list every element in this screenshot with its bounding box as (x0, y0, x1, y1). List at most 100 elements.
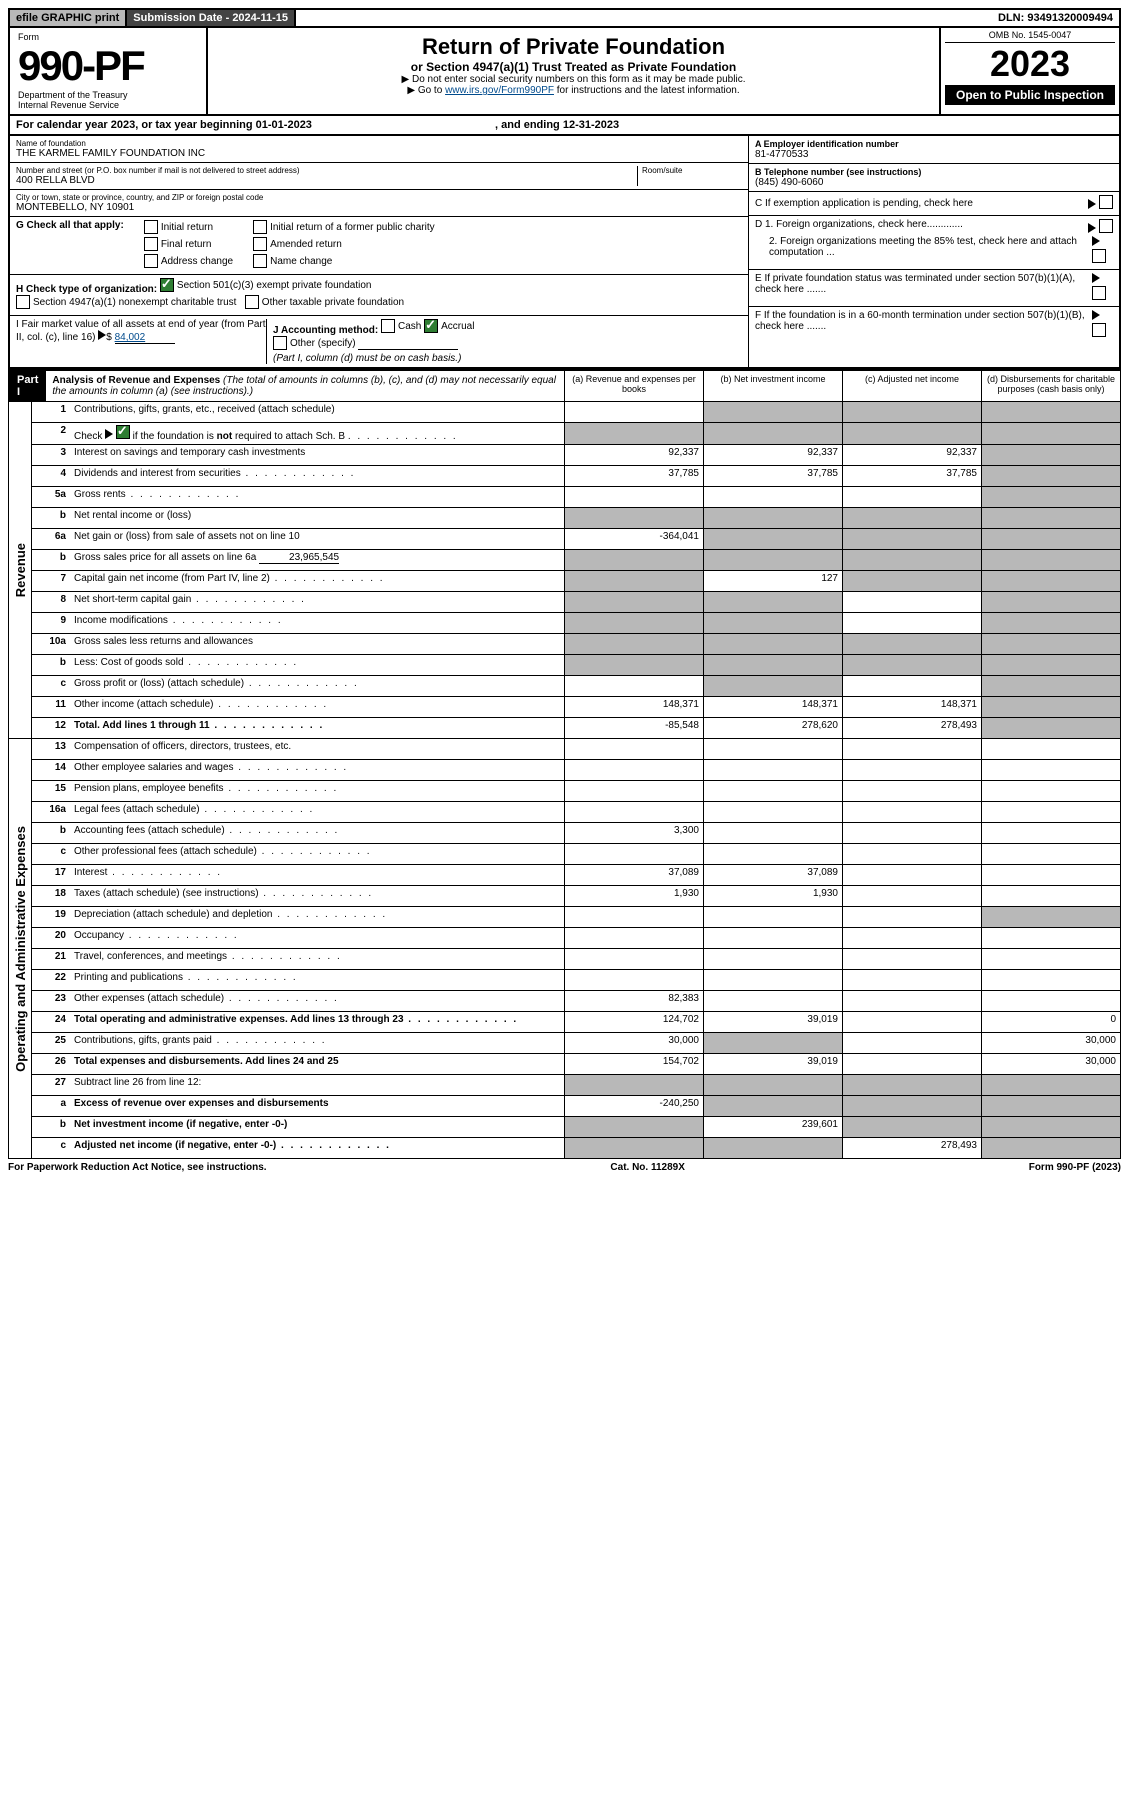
g-check-row: G Check all that apply: Initial return F… (10, 217, 748, 275)
calyear-begin: 01-01-2023 (256, 119, 312, 131)
gross-sales-inline: 23,965,545 (259, 552, 339, 564)
col-b-header: (b) Net investment income (703, 371, 842, 401)
table-row: 20Occupancy (32, 928, 1120, 949)
table-row: 3Interest on savings and temporary cash … (32, 445, 1120, 466)
table-row: cOther professional fees (attach schedul… (32, 844, 1120, 865)
dept: Department of the Treasury (18, 90, 198, 100)
footer-right: Form 990-PF (2023) (1029, 1162, 1121, 1173)
arrow-icon (1088, 199, 1096, 209)
cb-cash[interactable]: Cash (381, 319, 421, 333)
instr2-pre: ▶ Go to (407, 85, 445, 96)
expenses-sidelabel: Operating and Administrative Expenses (9, 739, 32, 1158)
col-c-header: (c) Adjusted net income (842, 371, 981, 401)
form-title: Return of Private Foundation (214, 34, 933, 60)
cb-final-return[interactable]: Final return (144, 237, 212, 251)
info-grid: Name of foundation THE KARMEL FAMILY FOU… (8, 136, 1121, 369)
table-row: 25Contributions, gifts, grants paid30,00… (32, 1033, 1120, 1054)
info-left: Name of foundation THE KARMEL FAMILY FOU… (10, 136, 748, 367)
table-row: 7Capital gain net income (from Part IV, … (32, 571, 1120, 592)
cb-e[interactable] (1092, 286, 1106, 300)
table-row: 5aGross rents (32, 487, 1120, 508)
ein: 81-4770533 (755, 149, 1113, 160)
table-row: bAccounting fees (attach schedule)3,300 (32, 823, 1120, 844)
city-cell: City or town, state or province, country… (10, 190, 748, 217)
table-row: 19Depreciation (attach schedule) and dep… (32, 907, 1120, 928)
cb-f[interactable] (1092, 323, 1106, 337)
f-cell: F If the foundation is in a 60-month ter… (749, 307, 1119, 343)
cb-initial-former[interactable]: Initial return of a former public charit… (253, 220, 435, 234)
table-row: 23Other expenses (attach schedule)82,383 (32, 991, 1120, 1012)
info-right: A Employer identification number 81-4770… (748, 136, 1119, 367)
form-link[interactable]: www.irs.gov/Form990PF (445, 85, 554, 96)
addr-label: Number and street (or P.O. box number if… (16, 166, 637, 175)
c-cell: C If exemption application is pending, c… (749, 192, 1119, 216)
revenue-rows: 1Contributions, gifts, grants, etc., rec… (32, 402, 1120, 738)
table-row: 8Net short-term capital gain (32, 592, 1120, 613)
phone: (845) 490-6060 (755, 177, 1113, 188)
form-word: Form (18, 32, 198, 42)
expenses-section: Operating and Administrative Expenses 13… (8, 739, 1121, 1159)
name-label: Name of foundation (16, 139, 742, 148)
other-specify (358, 349, 458, 350)
part1-header: Part I Analysis of Revenue and Expenses … (8, 369, 1121, 402)
table-row: 13Compensation of officers, directors, t… (32, 739, 1120, 760)
arrow-icon (1092, 273, 1100, 283)
table-row: 16aLegal fees (attach schedule) (32, 802, 1120, 823)
cb-amended-return[interactable]: Amended return (253, 237, 342, 251)
footer-left: For Paperwork Reduction Act Notice, see … (8, 1162, 267, 1173)
cb-schb[interactable] (116, 425, 130, 439)
table-row: 1Contributions, gifts, grants, etc., rec… (32, 402, 1120, 423)
submission-date: Submission Date - 2024-11-15 (127, 10, 296, 26)
table-row: 14Other employee salaries and wages (32, 760, 1120, 781)
calyear-pre: For calendar year 2023, or tax year begi… (16, 119, 256, 131)
cb-accrual[interactable]: Accrual (424, 319, 474, 333)
arrow-icon (1092, 236, 1100, 246)
table-row: bGross sales price for all assets on lin… (32, 550, 1120, 571)
cb-name-change[interactable]: Name change (253, 254, 332, 268)
e-cell: E If private foundation status was termi… (749, 270, 1119, 307)
arrow-icon (98, 330, 106, 340)
city-label: City or town, state or province, country… (16, 193, 742, 202)
cb-other-method[interactable]: Other (specify) (273, 336, 356, 350)
cb-4947a1[interactable]: Section 4947(a)(1) nonexempt charitable … (16, 295, 236, 309)
cb-address-change[interactable]: Address change (144, 254, 233, 268)
i-j-row: I Fair market value of all assets at end… (10, 316, 748, 367)
d-cell: D 1. Foreign organizations, check here..… (749, 216, 1119, 270)
room-label: Room/suite (642, 166, 742, 175)
col-a-header: (a) Revenue and expenses per books (564, 371, 703, 401)
address-cell: Number and street (or P.O. box number if… (10, 163, 748, 190)
cb-other-taxable[interactable]: Other taxable private foundation (245, 295, 404, 309)
page-footer: For Paperwork Reduction Act Notice, see … (8, 1159, 1121, 1176)
table-row: 17Interest37,08937,089 (32, 865, 1120, 886)
cb-c[interactable] (1099, 195, 1113, 209)
calyear-mid: , and ending (495, 119, 563, 131)
table-row: bLess: Cost of goods sold (32, 655, 1120, 676)
city: MONTEBELLO, NY 10901 (16, 202, 742, 213)
cb-d1[interactable] (1099, 219, 1113, 233)
cb-501c3[interactable]: Section 501(c)(3) exempt private foundat… (160, 278, 372, 292)
table-row: 2Check if the foundation is not required… (32, 423, 1120, 445)
efile-label: efile GRAPHIC print (10, 10, 127, 26)
arrow-icon (1092, 310, 1100, 320)
dln: DLN: 93491320009494 (992, 10, 1119, 26)
cb-d2[interactable] (1092, 249, 1106, 263)
revenue-sidelabel: Revenue (9, 402, 32, 738)
e-label: E If private foundation status was termi… (755, 273, 1092, 303)
d1-label: D 1. Foreign organizations, check here..… (755, 219, 963, 236)
header-left: Form 990-PF Department of the Treasury I… (10, 28, 208, 114)
form-subtitle: or Section 4947(a)(1) Trust Treated as P… (214, 60, 933, 74)
col-d-header: (d) Disbursements for charitable purpose… (981, 371, 1120, 401)
table-row: bNet rental income or (loss) (32, 508, 1120, 529)
table-row: 9Income modifications (32, 613, 1120, 634)
table-row: 18Taxes (attach schedule) (see instructi… (32, 886, 1120, 907)
i-value[interactable]: 84,002 (115, 332, 175, 344)
foundation-name-cell: Name of foundation THE KARMEL FAMILY FOU… (10, 136, 748, 163)
part1-text: Analysis of Revenue and Expenses (The to… (46, 371, 564, 401)
b-cell: B Telephone number (see instructions) (8… (749, 164, 1119, 192)
cb-initial-return[interactable]: Initial return (144, 220, 213, 234)
g-label: G Check all that apply: (16, 220, 124, 271)
instr-2: ▶ Go to www.irs.gov/Form990PF for instru… (214, 85, 933, 96)
instr2-post: for instructions and the latest informat… (557, 85, 740, 96)
tax-year: 2023 (945, 43, 1115, 85)
table-row: 6aNet gain or (loss) from sale of assets… (32, 529, 1120, 550)
